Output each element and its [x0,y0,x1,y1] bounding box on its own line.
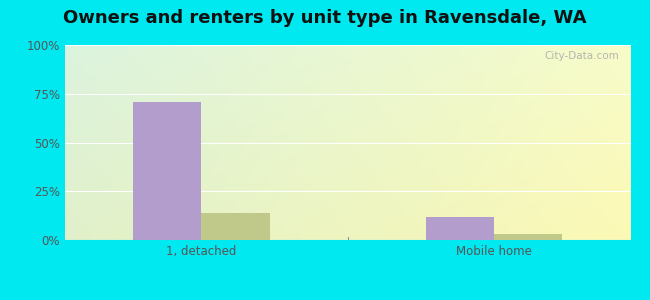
Text: City-Data.com: City-Data.com [545,51,619,61]
Bar [426,217,494,240]
Bar [202,213,270,240]
Bar [133,101,202,240]
Bar [494,234,562,240]
Text: Owners and renters by unit type in Ravensdale, WA: Owners and renters by unit type in Raven… [63,9,587,27]
